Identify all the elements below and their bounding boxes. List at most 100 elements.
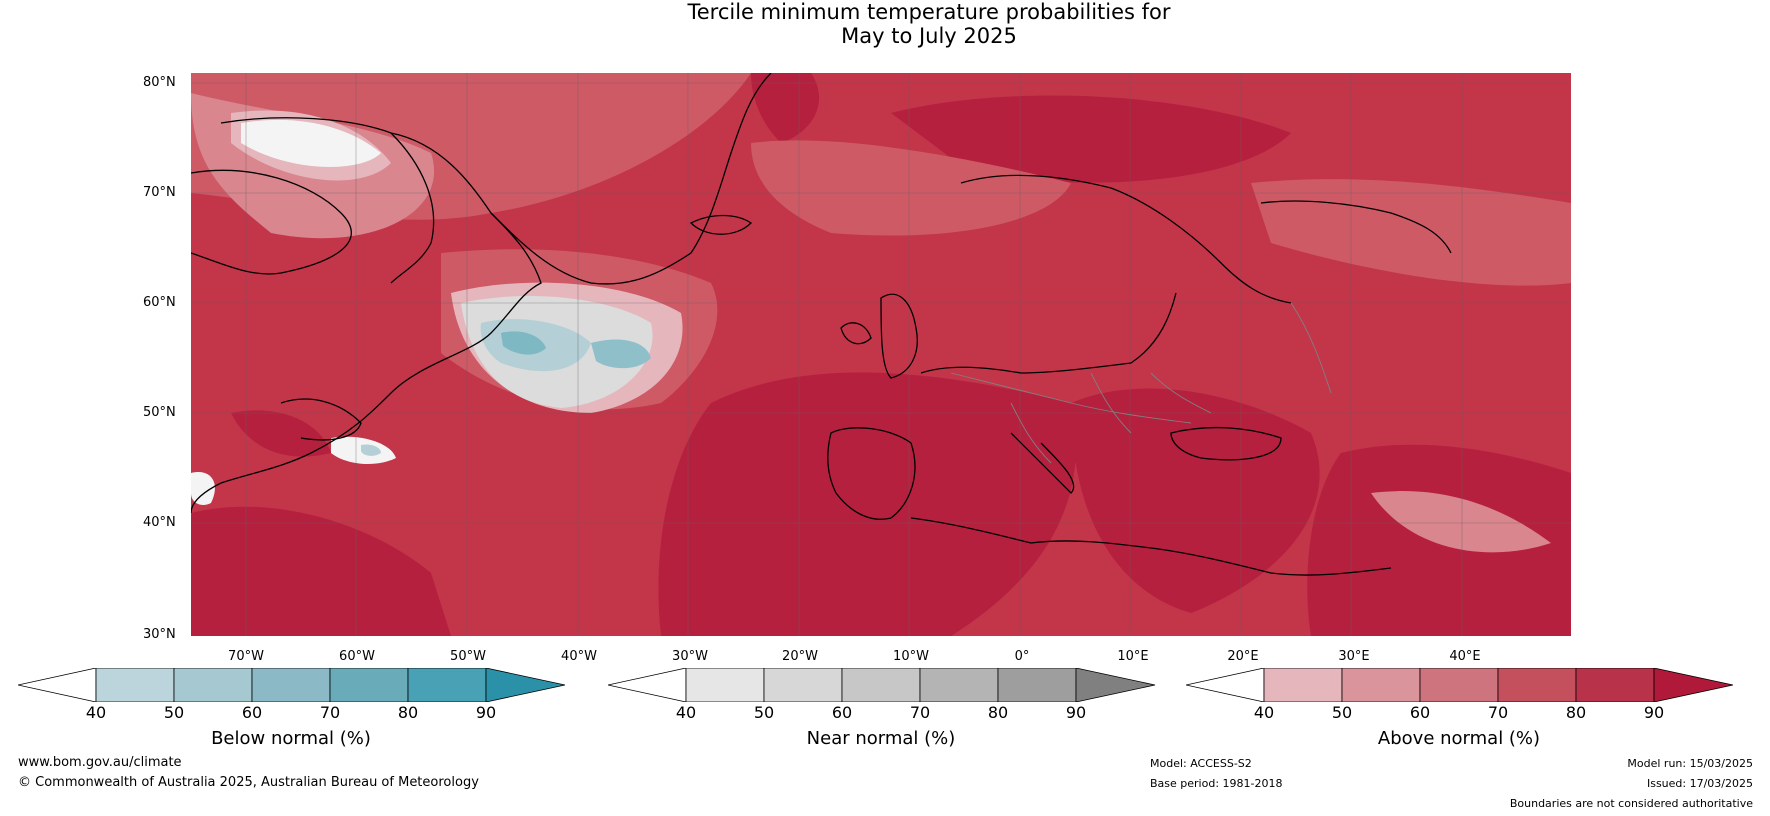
- graticule: [191, 73, 1571, 636]
- zone-above-60-turkey: [1371, 491, 1551, 553]
- cbar-below-seg-1: [95, 668, 175, 702]
- coast-north-africa: [910, 517, 1392, 576]
- cbar-above-seg-3: [1419, 668, 1499, 702]
- footer-base-period: Base period: 1981-2018: [1150, 777, 1283, 790]
- colorbar-above: [1186, 668, 1734, 702]
- footer-model-run: Model run: 15/03/2025: [1627, 757, 1753, 770]
- cbar-above-seg-2: [1341, 668, 1421, 702]
- lon-label-10e: 10°E: [1117, 649, 1149, 664]
- cbar-below-arrow-left: [18, 668, 97, 702]
- cbar-near-caption: Near normal (%): [806, 728, 956, 749]
- cbar-above-caption: Above normal (%): [1377, 728, 1541, 749]
- probability-map: [191, 73, 1571, 636]
- colorbar-below: [18, 668, 566, 702]
- coast-italy: [1010, 432, 1075, 494]
- cbar-below-tick-50: 50: [163, 703, 185, 722]
- cbar-below-seg-2: [173, 668, 253, 702]
- cbar-above-tick-60: 60: [1409, 703, 1431, 722]
- cbar-near-tick-40: 40: [675, 703, 697, 722]
- cbar-below-tick-40: 40: [85, 703, 107, 722]
- lon-label-60w: 60°W: [339, 649, 375, 664]
- cbar-below-seg-3: [251, 668, 331, 702]
- footer-model: Model: ACCESS-S2: [1150, 757, 1252, 770]
- coast-baffin: [191, 169, 352, 275]
- cbar-above-tick-50: 50: [1331, 703, 1353, 722]
- cbar-near-tick-80: 80: [987, 703, 1009, 722]
- cbar-near-arrow-right: [1075, 668, 1156, 702]
- lon-label-0: 0°: [1014, 649, 1030, 664]
- title-line-1: Tercile minimum temperature probabilitie…: [687, 0, 1171, 24]
- lon-label-40w: 40°W: [561, 649, 597, 664]
- zone-above-90-north: [891, 95, 1291, 183]
- cbar-below-arrow-right: [485, 668, 566, 702]
- map-canvas: [191, 73, 1571, 636]
- cbar-near-seg-3: [841, 668, 921, 702]
- coast-norway: [960, 174, 1292, 304]
- zone-above-90-labrador: [231, 410, 331, 457]
- lon-label-30w: 30°W: [672, 649, 708, 664]
- cbar-below-tick-90: 90: [475, 703, 497, 722]
- cbar-below-seg-5: [407, 668, 487, 702]
- footer-issued: Issued: 17/03/2025: [1646, 777, 1753, 790]
- lat-label-50n: 50°N: [143, 405, 176, 420]
- cbar-above-seg-5: [1575, 668, 1655, 702]
- chart-title: Tercile minimum temperature probabilitie…: [0, 0, 1770, 48]
- coast-greenland-south: [490, 73, 772, 285]
- lon-label-20w: 20°W: [782, 649, 818, 664]
- lat-label-40n: 40°N: [143, 515, 176, 530]
- colorbar-near: [608, 668, 1156, 702]
- coastlines: [191, 73, 1452, 576]
- cbar-below-tick-80: 80: [397, 703, 419, 722]
- cbar-above-seg-4: [1497, 668, 1577, 702]
- zone-below-70-atlantic: [501, 331, 546, 355]
- zone-near-white-coast: [191, 472, 215, 505]
- cbar-above-arrow-right: [1653, 668, 1734, 702]
- cbar-above-tick-70: 70: [1487, 703, 1509, 722]
- zone-above-90-atlantic: [658, 372, 1076, 636]
- cbar-below-tick-70: 70: [319, 703, 341, 722]
- cbar-near-tick-90: 90: [1065, 703, 1087, 722]
- cbar-above-tick-40: 40: [1253, 703, 1275, 722]
- cbar-near-tick-70: 70: [909, 703, 931, 722]
- coast-kola: [1260, 200, 1452, 254]
- cbar-below-tick-60: 60: [241, 703, 263, 722]
- lat-label-30n: 30°N: [143, 627, 176, 642]
- cbar-near-seg-4: [919, 668, 999, 702]
- zone-above-90-greenland: [751, 73, 820, 143]
- lon-label-40e: 40°E: [1449, 649, 1481, 664]
- coast-baffin-west: [220, 117, 435, 284]
- cbar-near-seg-1: [685, 668, 765, 702]
- title-line-2: May to July 2025: [841, 24, 1017, 48]
- coast-ireland: [840, 322, 872, 345]
- coast-iberia: [827, 427, 916, 520]
- zone-above-90-sw: [191, 506, 451, 636]
- coast-france-northsea: [920, 292, 1177, 374]
- lon-label-20e: 20°E: [1227, 649, 1259, 664]
- zone-near-white-baffin: [241, 119, 381, 167]
- footer-disclaimer: Boundaries are not considered authoritat…: [1509, 797, 1753, 810]
- zone-above-90-europe: [1071, 388, 1320, 613]
- lat-label-70n: 70°N: [143, 185, 176, 200]
- cbar-below-caption: Below normal (%): [211, 728, 371, 749]
- cbar-below-seg-4: [329, 668, 409, 702]
- cbar-above-seg-1: [1263, 668, 1343, 702]
- lon-label-10w: 10°W: [893, 649, 929, 664]
- zone-below-50-newfoundland: [361, 444, 381, 456]
- lon-label-30e: 30°E: [1338, 649, 1370, 664]
- coast-black-sea: [1170, 426, 1282, 461]
- cbar-near-seg-5: [997, 668, 1077, 702]
- lon-label-70w: 70°W: [228, 649, 264, 664]
- cbar-above-tick-90: 90: [1643, 703, 1665, 722]
- footer-copyright: © Commonwealth of Australia 2025, Austra…: [18, 775, 479, 790]
- cbar-near-arrow-left: [608, 668, 687, 702]
- country-borders: [950, 302, 1332, 464]
- coast-iceland: [689, 214, 753, 235]
- cbar-above-arrow-left: [1186, 668, 1265, 702]
- lon-label-50w: 50°W: [450, 649, 486, 664]
- lat-label-60n: 60°N: [143, 295, 176, 310]
- cbar-above-tick-80: 80: [1565, 703, 1587, 722]
- cbar-near-tick-50: 50: [753, 703, 775, 722]
- footer-website: www.bom.gov.au/climate: [18, 755, 182, 770]
- cbar-near-tick-60: 60: [831, 703, 853, 722]
- lat-label-80n: 80°N: [143, 75, 176, 90]
